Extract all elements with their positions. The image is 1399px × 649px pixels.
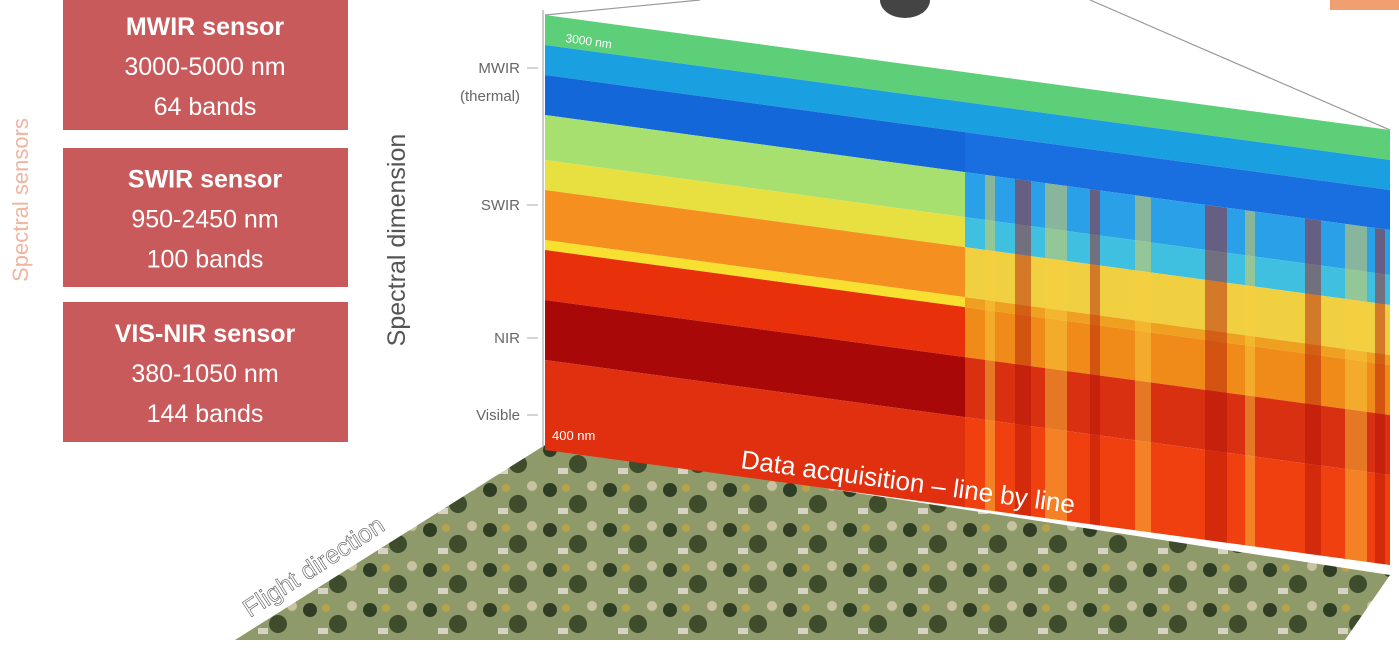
frame-lines <box>544 0 1391 131</box>
axis-tick-label: SWIR <box>481 197 520 214</box>
top-label: 3000 nm <box>565 31 613 51</box>
band <box>965 72 1390 160</box>
band <box>965 172 1390 275</box>
sensor-name: MWIR sensor <box>126 13 285 41</box>
sensor-name: VIS-NIR sensor <box>115 320 296 348</box>
sensor-box <box>63 148 348 287</box>
band <box>965 297 1390 365</box>
band <box>545 300 965 418</box>
stripe <box>1045 183 1067 522</box>
sensor-box <box>63 302 348 442</box>
band <box>965 307 1390 415</box>
band <box>965 102 1390 190</box>
stripe <box>1345 223 1367 562</box>
sensor-bands: 144 bands <box>147 400 264 428</box>
band <box>545 249 965 358</box>
sensor-name: SWIR sensor <box>128 166 282 194</box>
sensor-box <box>63 0 348 130</box>
stripe <box>985 174 995 512</box>
band <box>545 115 965 218</box>
band <box>545 360 965 508</box>
ground-image <box>235 445 1390 640</box>
stripe <box>1015 178 1031 517</box>
sensor-icon <box>880 0 930 18</box>
axis-tick-label: MWIR <box>478 60 520 77</box>
band <box>545 160 965 248</box>
band <box>545 190 965 298</box>
stripe <box>1135 195 1151 533</box>
band <box>545 45 965 133</box>
stripe <box>1245 210 1255 547</box>
spectral-panel <box>545 15 1390 565</box>
band <box>545 15 965 103</box>
corner-tab <box>1330 0 1399 10</box>
band <box>965 217 1390 305</box>
axis-tick-label: (thermal) <box>460 88 520 105</box>
band <box>545 75 965 173</box>
axis-tick-label: NIR <box>494 330 520 347</box>
stripe <box>1305 218 1321 556</box>
bottom-label: 400 nm <box>552 428 595 443</box>
sensor-range: 380-1050 nm <box>131 360 278 388</box>
stripe <box>1090 189 1100 526</box>
stripe <box>1205 204 1227 543</box>
stripe <box>1375 227 1385 565</box>
sensor-bands: 100 bands <box>147 246 264 274</box>
band <box>965 417 1390 565</box>
side-label: Spectral sensors <box>8 118 33 282</box>
band <box>965 132 1390 230</box>
sensor-range: 950-2450 nm <box>131 206 278 234</box>
band <box>965 357 1390 475</box>
axis-label: Spectral dimension <box>383 134 411 347</box>
axis-tick-label: Visible <box>476 407 520 424</box>
band <box>545 239 965 308</box>
sensor-range: 3000-5000 nm <box>124 53 285 81</box>
sensor-bands: 64 bands <box>154 93 257 121</box>
band <box>965 247 1390 355</box>
